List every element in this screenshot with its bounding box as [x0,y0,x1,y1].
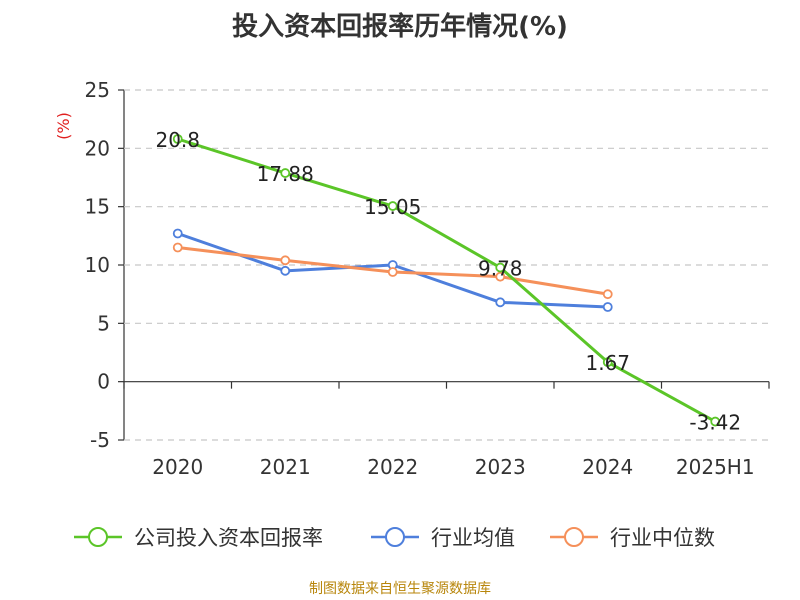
source-note: 制图数据来自恒生聚源数据库 [309,581,491,597]
legend-marker [564,527,584,547]
data-point [602,302,613,312]
x-tick-label: 2023 [475,455,526,479]
data-point [495,297,506,308]
data-point [280,255,291,266]
data-point [710,416,721,427]
x-tick-label: 2025H1 [676,455,755,479]
legend-label: 公司投入资本回报率 [134,526,323,550]
data-label: 1.67 [585,351,630,375]
data-point [280,168,291,178]
legend-marker [385,527,405,547]
y-tick-label: 20 [85,136,110,160]
data-point [602,357,613,368]
y-tick-label: 25 [85,78,110,102]
y-tick-label: 10 [85,253,110,277]
data-point [602,289,613,300]
y-tick-label: 15 [85,195,110,219]
data-point [387,201,398,211]
y-axis-unit-label: (%) [54,112,73,140]
legend-label: 行业均值 [431,526,515,550]
y-tick-label: -5 [90,428,110,452]
legend-marker [88,527,108,547]
data-point [172,228,183,239]
data-label: 15.05 [364,195,421,219]
data-label: 9.78 [478,257,523,281]
data-label: -3.42 [689,411,741,435]
data-point [495,271,506,282]
data-point [172,134,183,144]
x-tick-label: 2021 [260,455,311,479]
chart-title: 投入资本回报率历年情况(%) [232,12,568,42]
series-line-0 [177,137,716,423]
data-point [280,265,291,276]
data-point [172,242,183,253]
x-tick-label: 2022 [367,455,418,479]
y-tick-label: 5 [97,311,110,335]
data-point [495,262,506,273]
y-tick-label: 0 [97,370,110,394]
data-label: 20.8 [155,128,200,152]
data-point [387,267,398,277]
x-tick-label: 2024 [582,455,633,479]
x-tick-label: 2020 [152,455,203,479]
legend-label: 行业中位数 [610,526,715,550]
data-label: 17.88 [257,162,314,186]
